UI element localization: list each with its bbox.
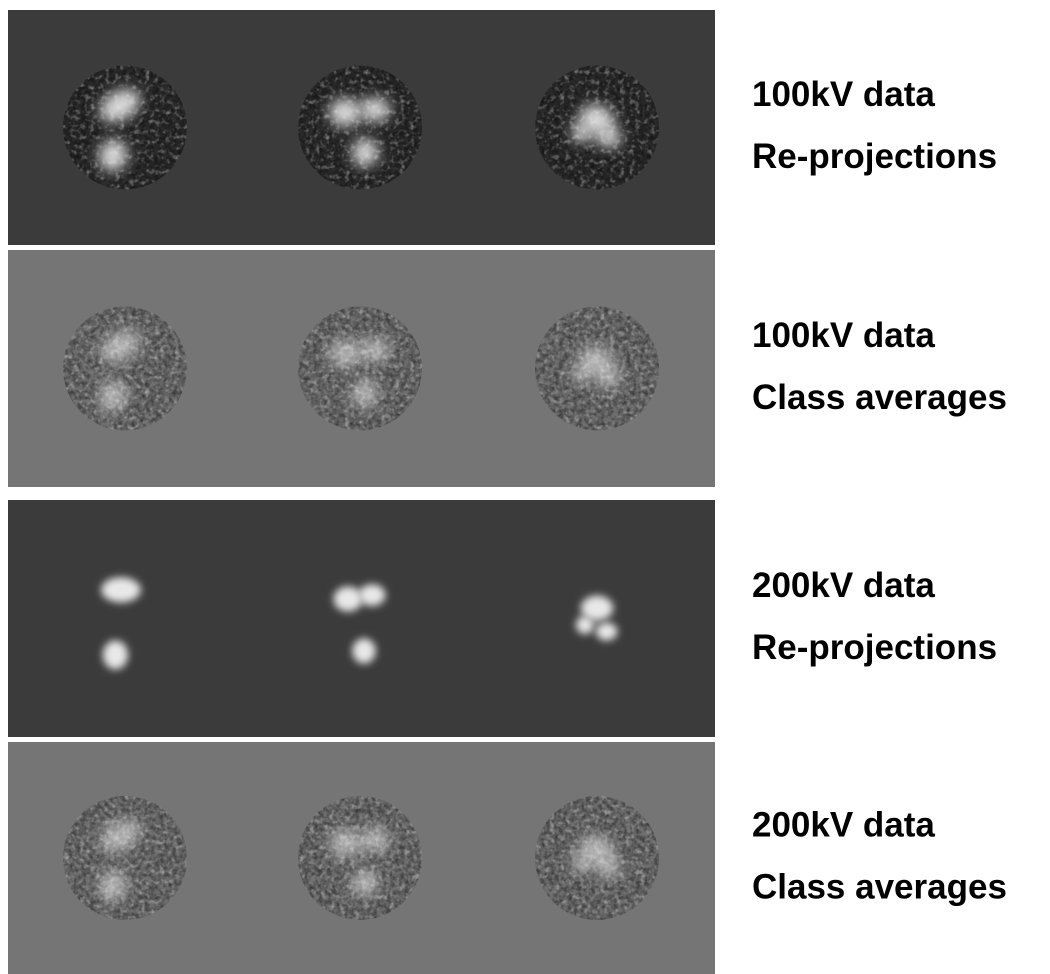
figure: 100kV data Re-projections 100kV data Class … [0,0,1050,974]
particle [535,307,659,431]
panel-label: Class averages [752,867,1007,906]
particle [535,66,659,190]
panel: 100kV data Class averages [8,250,1007,487]
panel-label: 200kV data [752,566,935,605]
panel-label: Re-projections [752,628,997,667]
particle [63,307,187,431]
panel-label: 100kV data [752,75,935,114]
panel: 200kV data Class averages [8,742,1007,974]
panel: 200kV data Re-projections [8,500,997,737]
panel: 100kV data Re-projections [8,10,997,245]
particle [535,796,659,920]
particle [298,307,422,431]
panel-label: 200kV data [752,805,935,844]
panel-label: 100kV data [752,316,935,355]
particle [63,66,187,190]
panel-label: Class averages [752,378,1007,417]
particle [298,66,422,190]
particle [63,796,187,920]
particle [298,796,422,920]
panel-label: Re-projections [752,137,997,176]
image-panel [8,500,715,737]
